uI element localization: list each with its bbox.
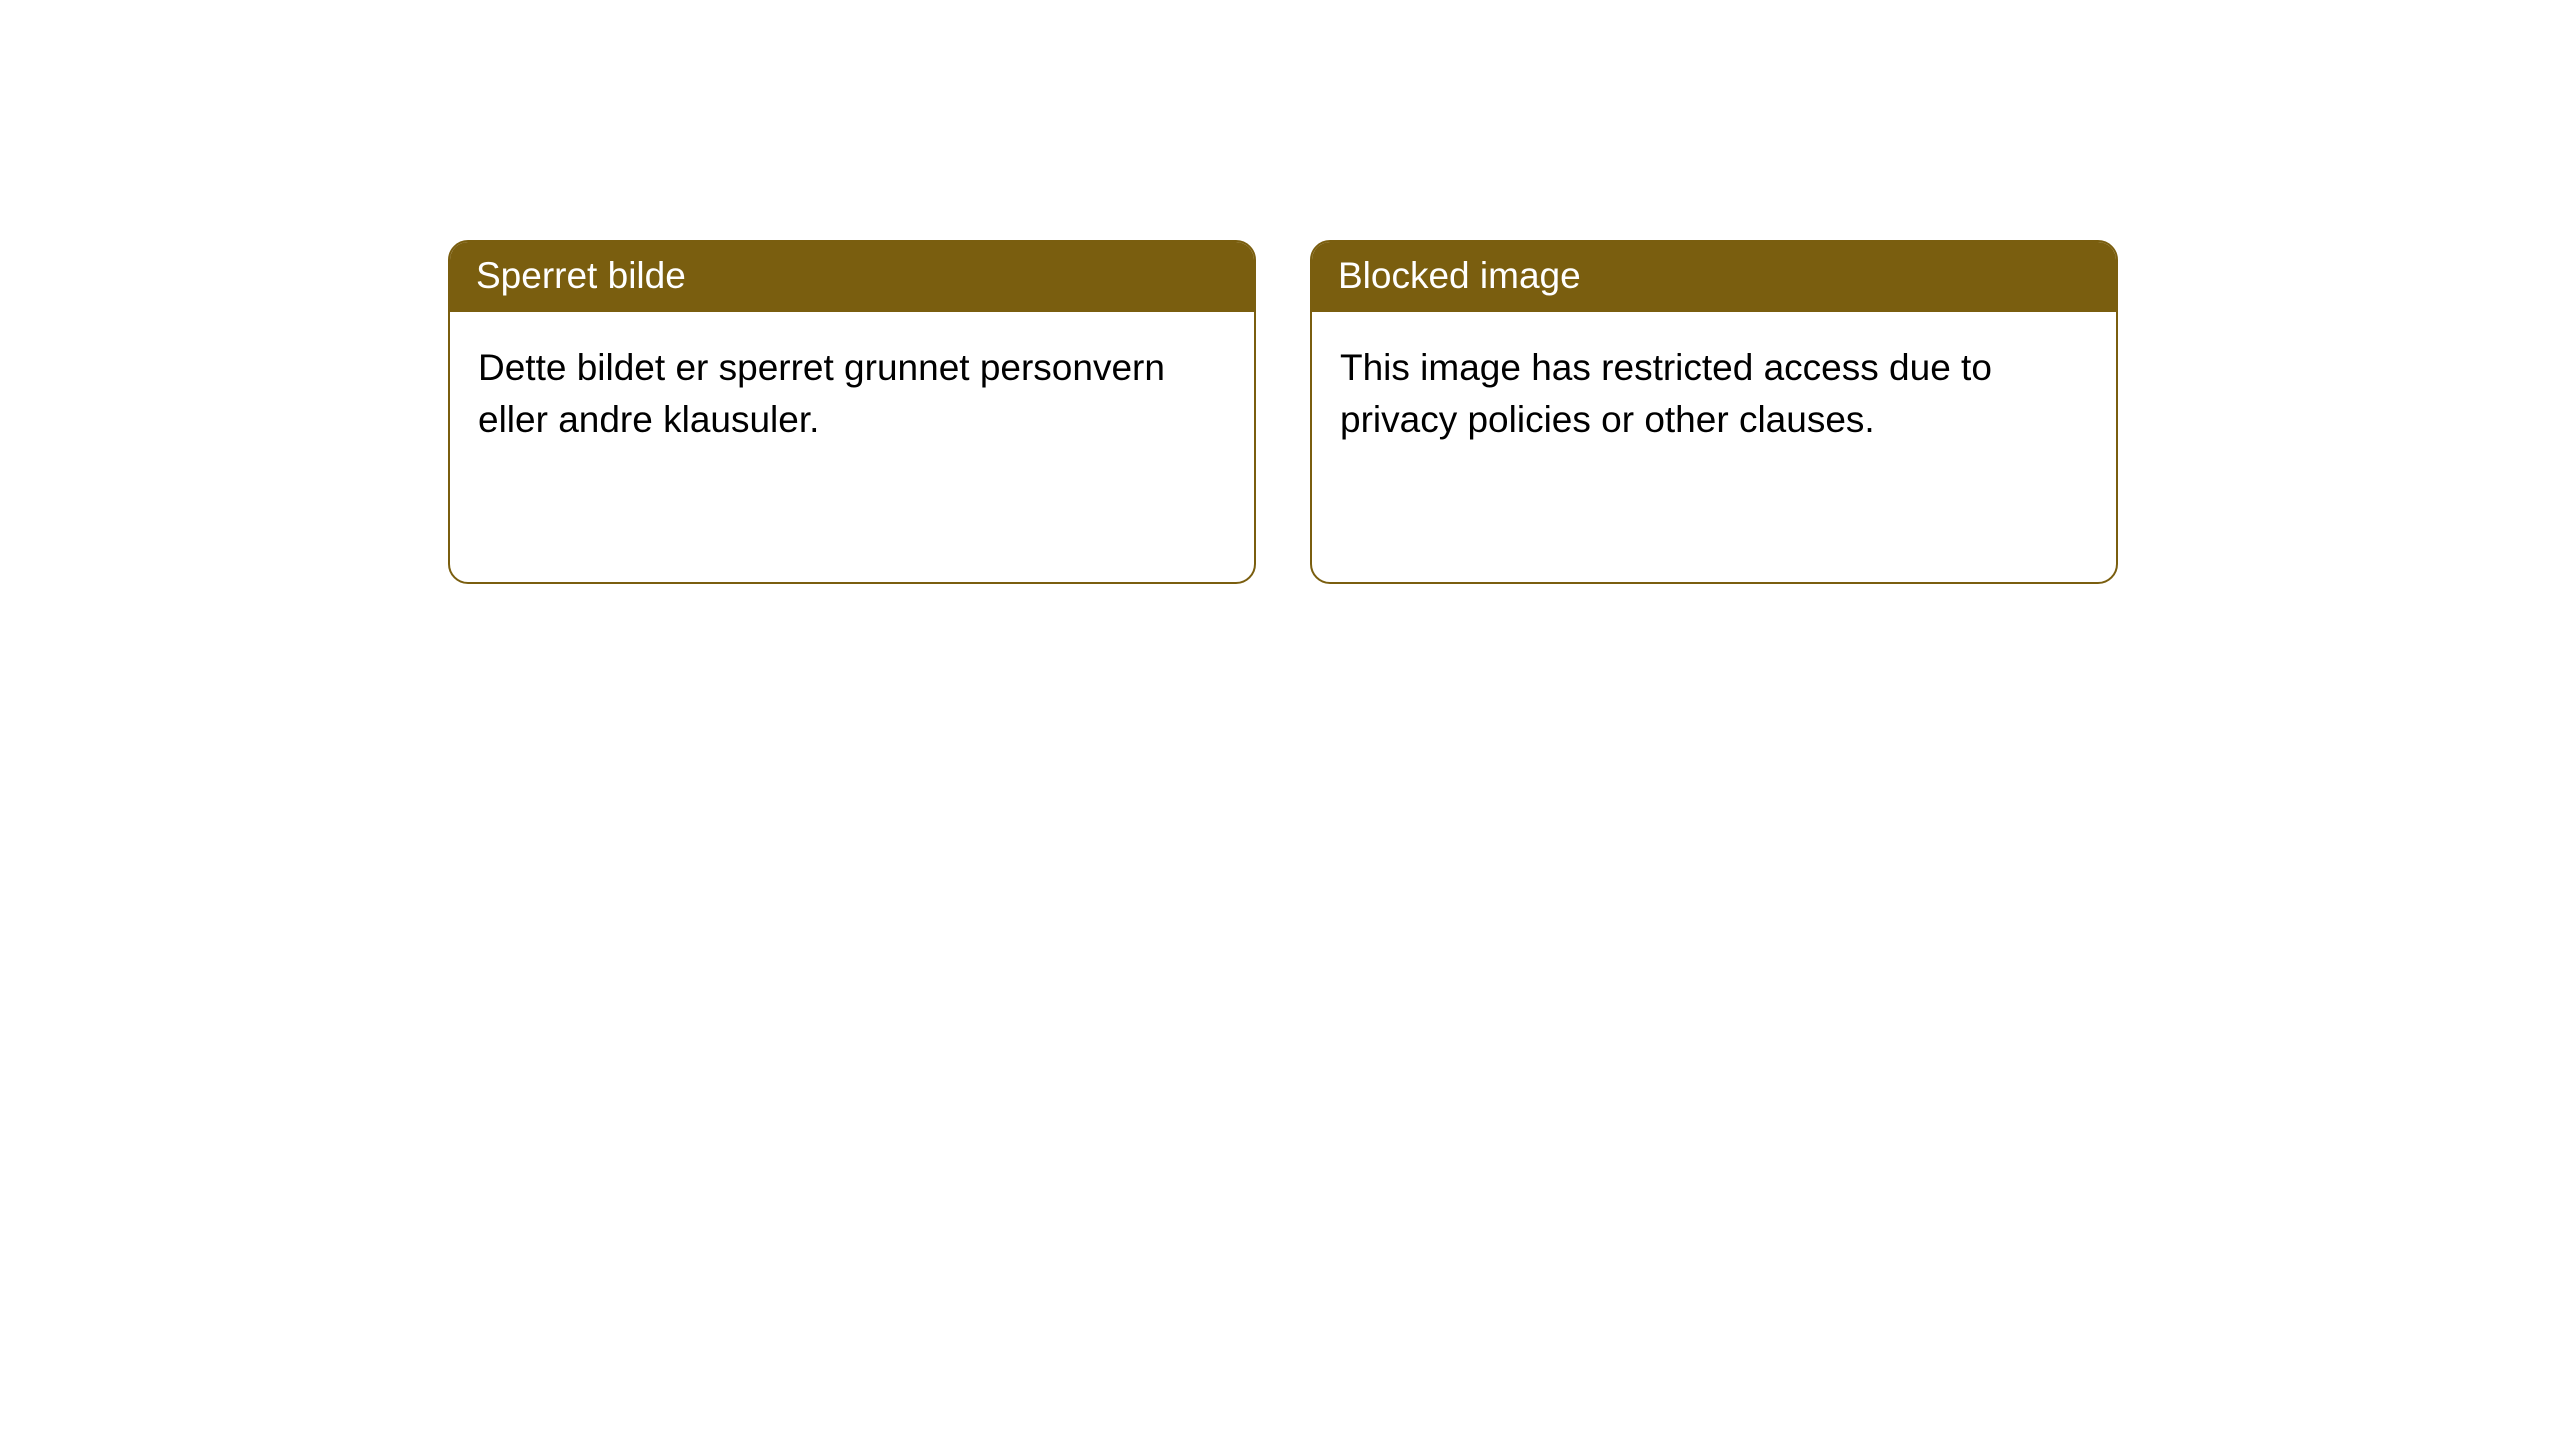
notice-panel-english: Blocked image This image has restricted … — [1310, 240, 2118, 584]
panel-title: Blocked image — [1312, 242, 2116, 312]
panel-title: Sperret bilde — [450, 242, 1254, 312]
panel-body-text: Dette bildet er sperret grunnet personve… — [450, 312, 1254, 476]
panel-body-text: This image has restricted access due to … — [1312, 312, 2116, 476]
notice-panels: Sperret bilde Dette bildet er sperret gr… — [0, 0, 2560, 584]
notice-panel-norwegian: Sperret bilde Dette bildet er sperret gr… — [448, 240, 1256, 584]
